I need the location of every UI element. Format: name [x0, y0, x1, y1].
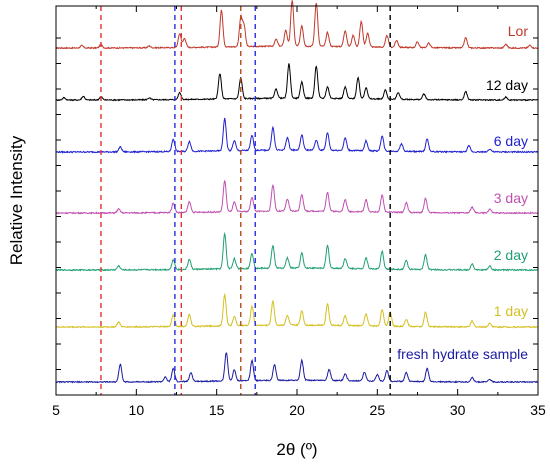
series-line-4	[55, 231, 539, 272]
series-line-0	[55, 0, 539, 50]
series-label-3: 3 day	[494, 190, 528, 206]
series-label-6: fresh hydrate sample	[397, 346, 528, 362]
x-tick-label-6: 35	[530, 402, 546, 418]
plot-frame	[55, 5, 539, 396]
series-label-layer: Lor 12 day 6 day 3 day 2 day 1 day fresh hydra…	[397, 23, 528, 362]
x-tick-label-5: 30	[450, 402, 466, 418]
series-label-2: 6 day	[494, 133, 528, 149]
series-line-3	[55, 180, 539, 215]
series-label-1: 12 day	[486, 77, 528, 93]
series-line-6	[55, 352, 539, 384]
reference-lines-layer	[100, 6, 391, 395]
x-tick-label-1: 10	[129, 402, 145, 418]
axis-layer: 5 10 15 20 25 30 35	[52, 6, 546, 418]
series-layer	[55, 0, 539, 384]
x-tick-label-0: 5	[52, 402, 60, 418]
series-line-2	[55, 117, 539, 154]
x-tick-label-2: 15	[209, 402, 225, 418]
x-axis-title: 2θ (º)	[276, 440, 317, 459]
series-line-5	[55, 292, 539, 329]
x-tick-label-4: 25	[370, 402, 386, 418]
series-label-5: 1 day	[494, 303, 528, 319]
x-tick-label-3: 20	[289, 402, 305, 418]
series-label-0: Lor	[508, 23, 529, 39]
series-label-4: 2 day	[494, 247, 528, 263]
y-axis-title: Relative Intensity	[7, 135, 26, 265]
series-line-1	[55, 63, 539, 102]
